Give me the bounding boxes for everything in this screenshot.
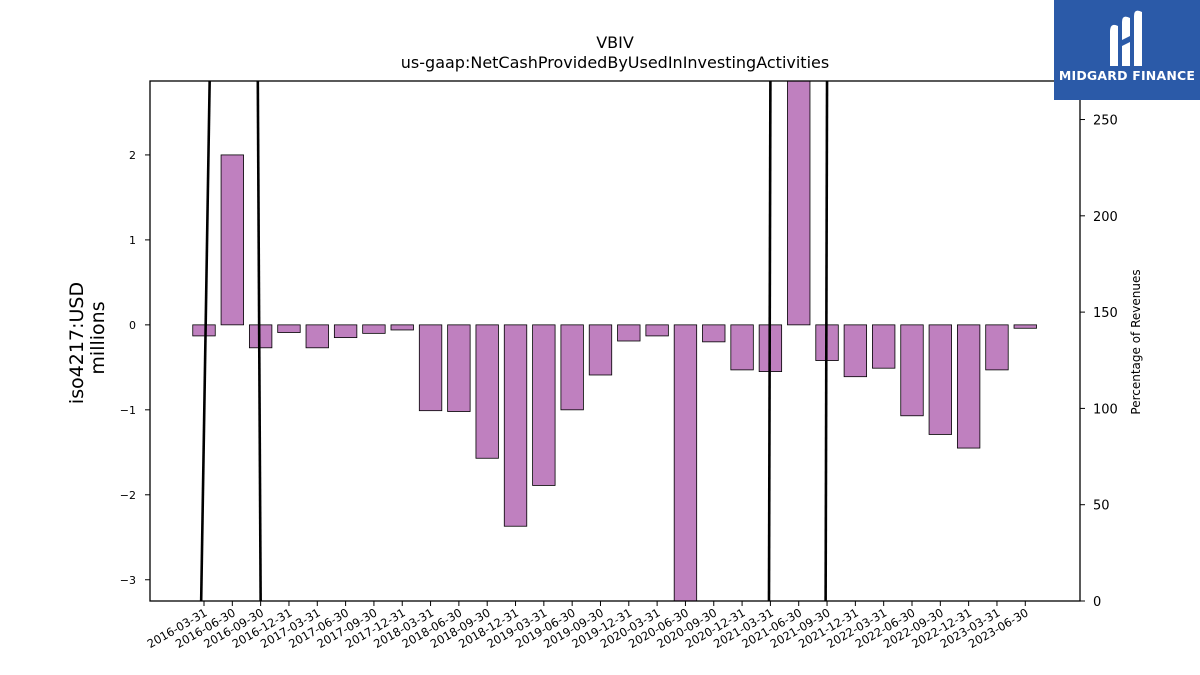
y2-tick-label: 200	[1093, 210, 1118, 225]
chart-title: VBIV	[596, 33, 634, 52]
y-tick-label: −1	[120, 404, 136, 417]
y2-tick-label: 250	[1093, 114, 1118, 129]
bar-2023-06-30	[1013, 324, 1037, 329]
bar-2018-06-30	[447, 324, 471, 412]
y2-axis-label: Percentage of Revenues	[1129, 269, 1143, 414]
revenue-percentage-line	[824, 80, 829, 602]
bar-2018-12-31	[503, 324, 528, 527]
bar-2020-12-31	[730, 324, 754, 371]
bar-2017-03-31	[305, 324, 329, 349]
bar-2019-03-31	[532, 324, 556, 486]
bar-2018-09-30	[475, 324, 499, 459]
bar-2017-09-30	[362, 324, 386, 334]
bar-2020-06-30	[673, 324, 698, 602]
bar-2017-06-30	[333, 324, 358, 339]
plot-frame	[149, 80, 1081, 602]
bars-group	[192, 80, 1037, 602]
y2-tick-label: 50	[1093, 499, 1110, 514]
y2-tick-label: 0	[1093, 595, 1101, 610]
y-tick-label: 1	[129, 234, 136, 247]
x-axis: 2016-03-312016-06-302016-09-302016-12-31…	[145, 601, 1031, 651]
bar-2023-03-31	[985, 324, 1009, 371]
y-axis-left: 2 1 0 −1 −2 −3	[120, 149, 150, 587]
revenue-percentage-line	[199, 80, 211, 602]
bar-2016-06-30	[220, 154, 244, 326]
bar-2022-09-30	[928, 324, 952, 435]
y2-tick-label: 150	[1093, 306, 1118, 321]
logo-text: MIDGARD FINANCE	[1058, 68, 1196, 83]
y-axis-right: 0 50 100 150 200 250	[1080, 114, 1118, 610]
y-tick-label: 0	[129, 319, 136, 332]
y-tick-label: −3	[120, 574, 136, 587]
bar-2019-09-30	[588, 324, 613, 376]
bar-2016-03-31	[192, 324, 216, 337]
bar-2016-12-31	[277, 324, 301, 333]
bar-2019-06-30	[560, 324, 584, 411]
midgard-finance-logo: MIDGARD FINANCE	[1054, 0, 1200, 100]
bar-2021-12-31	[843, 324, 868, 378]
bar-2016-09-30	[248, 324, 273, 349]
y-axis-label-units: millions	[87, 301, 109, 374]
revenue-percentage-line	[256, 80, 262, 602]
bar-2017-12-31	[390, 324, 414, 331]
logo-mark-icon	[1110, 10, 1142, 67]
y-tick-label: −2	[120, 489, 136, 502]
y2-tick-label: 100	[1093, 402, 1118, 417]
bar-2019-12-31	[617, 324, 641, 342]
bar-2018-03-31	[418, 324, 443, 412]
y-axis-label: iso4217:USD	[66, 282, 88, 404]
bar-2020-03-31	[645, 324, 669, 337]
y-tick-label: 2	[129, 149, 136, 162]
bar-2020-09-30	[702, 324, 726, 343]
chart-subtitle: us-gaap:NetCashProvidedByUsedInInvesting…	[401, 53, 829, 72]
percentage-lines-group	[199, 80, 829, 602]
bar-2022-06-30	[900, 324, 924, 417]
revenue-percentage-line	[767, 80, 772, 602]
bar-2022-12-31	[956, 324, 981, 449]
bar-2022-03-31	[872, 324, 896, 369]
bar-2021-06-30	[787, 80, 811, 326]
